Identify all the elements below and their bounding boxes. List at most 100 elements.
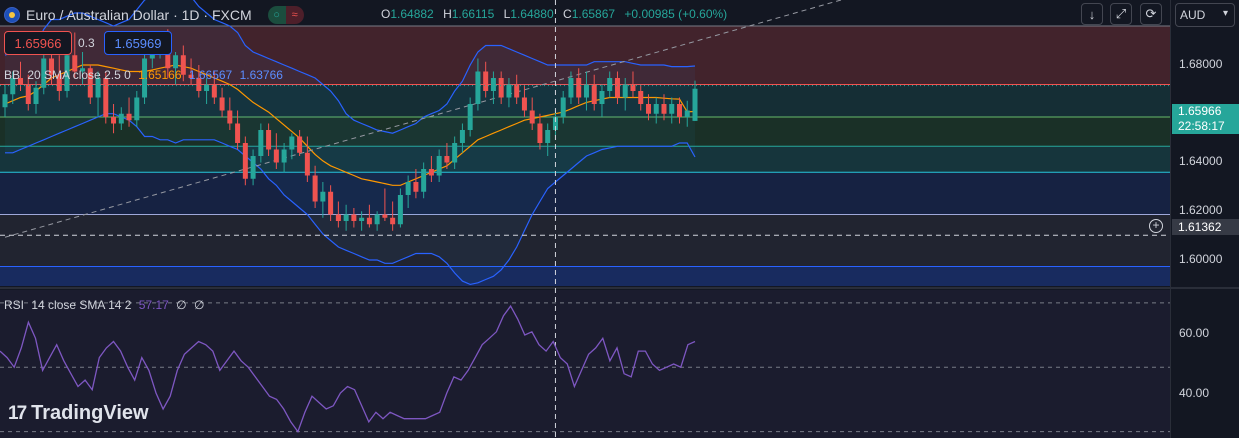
candle-body <box>304 152 310 176</box>
candle-body <box>366 217 372 225</box>
candle-body <box>250 156 256 179</box>
candle-body <box>599 91 605 104</box>
candle-body <box>328 191 334 215</box>
market-status[interactable]: ○ ≈ <box>267 6 304 24</box>
rsi-name: RSI <box>4 298 25 312</box>
rsi-axis-label: 40.00 <box>1179 386 1210 400</box>
euro-aud-flag-icon <box>4 7 20 23</box>
buy-button[interactable]: 1.65969 <box>104 31 172 55</box>
brand-name: TradingView <box>31 402 149 424</box>
candle-body <box>219 97 225 111</box>
last-price-tag: 1.65966 <box>1172 104 1239 119</box>
candle-body <box>258 130 264 156</box>
candle-body <box>514 84 520 98</box>
rsi-params: 14 close SMA 14 2 <box>31 298 132 312</box>
candle-body <box>173 55 179 69</box>
candle-body <box>297 136 303 153</box>
tradingview-logo[interactable]: 17 TradingView <box>8 402 149 425</box>
refresh-icon[interactable]: ⟳ <box>1140 3 1162 25</box>
fib-zone <box>0 214 1170 267</box>
candle-body <box>436 156 442 176</box>
candle-body <box>676 104 682 117</box>
ohlc-readout: O1.64882 H1.66115 L1.64880 C1.65867 +0.0… <box>381 7 728 21</box>
candle-body <box>390 217 396 225</box>
close-value: 1.65867 <box>571 7 616 21</box>
candle-body <box>405 182 411 195</box>
symbol-title: Euro / Australian Dollar · 1D · FXCM <box>26 7 252 23</box>
currency-select[interactable]: AUD ▾ <box>1175 3 1235 27</box>
candle-body <box>204 84 210 91</box>
candle-body <box>320 191 326 202</box>
candle-body <box>490 78 496 91</box>
candle-body <box>266 130 272 150</box>
trend-line <box>4 0 843 238</box>
candle-body <box>188 74 194 78</box>
candle-body <box>56 74 62 91</box>
low-value: 1.64880 <box>510 7 554 21</box>
candle-body <box>87 68 93 98</box>
candle-body <box>576 78 582 98</box>
rsi-legend[interactable]: RSI 14 close SMA 14 2 57.17 ∅ ∅ <box>4 298 204 312</box>
candle-body <box>521 97 527 111</box>
candle-body <box>227 110 233 124</box>
candle-body <box>95 78 101 98</box>
candle-body <box>211 84 217 98</box>
candle-body <box>281 149 287 163</box>
candle-body <box>397 195 403 225</box>
candle-body <box>607 78 613 91</box>
scroll-down-icon[interactable]: ↓ <box>1081 3 1103 25</box>
add-alert-plus-icon[interactable]: + <box>1149 219 1163 233</box>
bb-fill <box>5 0 695 285</box>
candle-body <box>25 84 31 104</box>
candle-body <box>483 71 489 91</box>
candle-body <box>669 104 675 114</box>
rsi-line <box>0 304 696 433</box>
bb-upper-value: 1.66567 <box>188 68 233 82</box>
price-axis-label: 1.64000 <box>1179 154 1223 168</box>
candle-body <box>591 84 597 104</box>
bb-lower-value: 1.63766 <box>239 68 283 82</box>
candle-body <box>684 110 690 117</box>
countdown-tag: 22:58:17 <box>1172 119 1239 134</box>
candle-body <box>142 58 148 98</box>
candle-body <box>692 88 698 121</box>
candle-body <box>506 84 512 98</box>
fib-zone <box>0 26 1170 85</box>
candle-body <box>180 55 186 75</box>
candle-body <box>552 117 558 130</box>
candle-body <box>653 104 659 114</box>
candle-body <box>467 104 473 130</box>
rsi-na-2: ∅ <box>193 298 205 312</box>
candle-body <box>49 58 55 75</box>
candle-body <box>196 78 202 91</box>
candle-body <box>545 130 551 143</box>
change-value: +0.00985 (+0.60%) <box>624 7 728 21</box>
candle-body <box>134 97 140 121</box>
candle-body <box>614 78 620 98</box>
candle-body <box>452 143 458 163</box>
candle-body <box>413 182 419 192</box>
candle-body <box>560 97 566 117</box>
candle-body <box>33 87 39 104</box>
rsi-value: 57.17 <box>138 298 169 312</box>
candle-body <box>10 78 16 95</box>
candle-body <box>459 130 465 143</box>
candle-body <box>475 71 481 104</box>
candle-body <box>41 58 47 88</box>
candle-body <box>312 175 318 202</box>
candle-body <box>118 113 124 124</box>
sell-button[interactable]: 1.65966 <box>4 31 72 55</box>
symbol-header[interactable]: Euro / Australian Dollar · 1D · FXCM ○ ≈ <box>4 5 304 25</box>
candle-body <box>444 156 450 163</box>
collapse-icon[interactable]: ⤢ <box>1110 3 1132 25</box>
fib-zone <box>0 146 1170 173</box>
candle-body <box>335 214 341 221</box>
price-axis-label: 1.68000 <box>1179 57 1223 71</box>
bb-upper-line <box>4 0 696 134</box>
candle-body <box>568 78 574 98</box>
candle-body <box>498 78 504 98</box>
candle-body <box>421 169 427 192</box>
fib-zone <box>0 117 1170 147</box>
bb-legend[interactable]: BB 20 SMA close 2.5 0 1.65166 1.66567 1.… <box>4 68 283 82</box>
